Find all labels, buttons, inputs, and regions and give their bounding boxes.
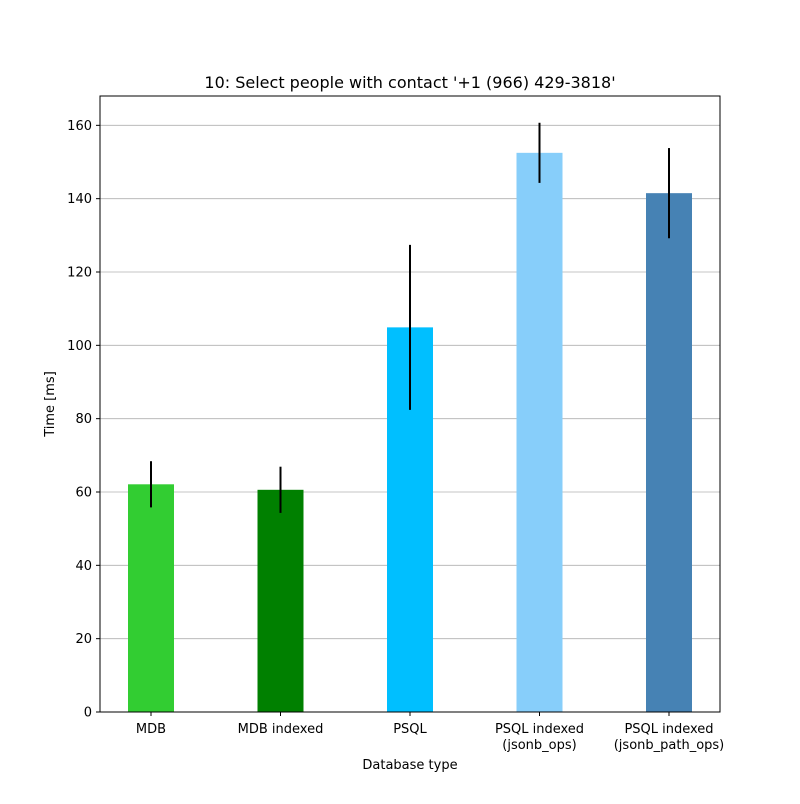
bars xyxy=(128,152,692,713)
bar xyxy=(646,193,692,712)
y-tick-label: 140 xyxy=(67,192,92,207)
x-tick-label-line: MDB xyxy=(136,722,166,737)
x-tick-label-line: PSQL indexed xyxy=(624,722,713,737)
x-tick-label-line: PSQL xyxy=(393,722,427,737)
x-tick-label: PSQL xyxy=(393,722,427,737)
x-tick-label: PSQL indexed (jsonb_path_ops) xyxy=(614,722,725,753)
x-tick-label: MDB indexed xyxy=(238,722,324,737)
x-tick-label-line: (jsonb_ops) xyxy=(502,738,576,753)
y-tick-label: 160 xyxy=(67,119,92,134)
y-tick-label: 0 xyxy=(84,706,92,721)
y-tick-label: 120 xyxy=(67,266,92,281)
error-bars xyxy=(150,122,670,513)
y-tick-label: 100 xyxy=(67,339,92,354)
x-tick-label-line: MDB indexed xyxy=(238,722,324,737)
y-tick-label: 20 xyxy=(75,632,92,647)
bar xyxy=(516,152,563,713)
y-tick-label: 80 xyxy=(75,412,92,427)
y-axis-label: Time [ms] xyxy=(43,371,58,438)
bar xyxy=(257,489,304,712)
y-axis-ticks: 0 20 40 60 80 100 120 140 160 xyxy=(67,119,100,721)
chart-title: 10: Select people with contact '+1 (966)… xyxy=(204,73,615,92)
y-tick-label: 60 xyxy=(75,486,92,501)
x-tick-label-line: (jsonb_path_ops) xyxy=(614,738,725,753)
x-tick-label: PSQL indexed (jsonb_ops) xyxy=(495,722,584,753)
bar xyxy=(128,484,174,712)
x-tick-label-line: PSQL indexed xyxy=(495,722,584,737)
y-tick-label: 40 xyxy=(75,559,92,574)
x-tick-label: MDB xyxy=(136,722,166,737)
x-axis-ticks: MDB MDB indexed PSQL PSQL indexed (jsonb_ops… xyxy=(136,712,724,753)
x-axis-label: Database type xyxy=(362,758,457,773)
